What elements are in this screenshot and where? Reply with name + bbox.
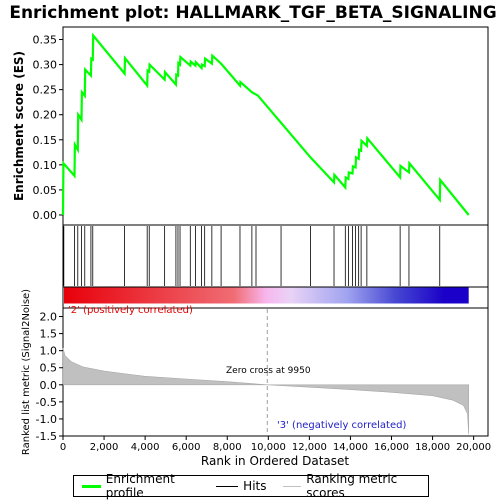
es-y-tick-label: 0.30 xyxy=(33,59,58,72)
es-y-tick-label: 0.15 xyxy=(33,134,58,147)
x-tick-label: 4,000 xyxy=(131,442,160,453)
x-tick-label: 12,000 xyxy=(292,442,327,453)
positive-correlation-label: '2' (positively correlated) xyxy=(68,305,193,316)
legend-item-hits: Hits xyxy=(216,479,267,493)
metric-y-tick-label: -1.5 xyxy=(36,430,57,443)
es-y-tick-label: 0.05 xyxy=(33,184,58,197)
legend-item-enrichment: Enrichment profile xyxy=(82,472,200,500)
enrichment-curve xyxy=(61,32,470,216)
x-axis: 0 2,000 4,000 6,000 8,000 10,000 12,000 14,000 1… xyxy=(60,436,491,453)
metric-y-tick-label: 0.5 xyxy=(40,362,58,375)
x-axis-label: Rank in Ordered Dataset xyxy=(201,454,349,468)
es-y-axis: 0.00 0.05 0.10 0.15 0.20 0.25 0.30 0.35 xyxy=(33,34,63,222)
metric-y-tick-label: 0.0 xyxy=(40,379,58,392)
ranked-gradient-bar xyxy=(64,287,469,304)
metric-y-tick-label: 1.0 xyxy=(40,345,58,358)
negative-correlation-label: '3' (negatively correlated) xyxy=(277,420,406,431)
metric-y-tick-label: 2.0 xyxy=(40,311,58,324)
es-panel-frame xyxy=(62,26,489,226)
x-tick-label: 6,000 xyxy=(172,442,201,453)
x-tick-label: 0 xyxy=(60,442,66,453)
legend-item-metric: Ranking metric scores xyxy=(282,472,421,500)
enrichment-profile-line xyxy=(61,32,470,216)
metric-y-axis: -1.5 -1.0 -0.5 0.0 0.5 1.0 1.5 2.0 xyxy=(36,311,63,443)
x-tick-label: 20,000 xyxy=(456,442,491,453)
x-tick-label: 8,000 xyxy=(213,442,242,453)
metric-y-tick-label: -1.0 xyxy=(36,413,57,426)
x-tick-label: 2,000 xyxy=(90,442,119,453)
es-y-axis-label: Enrichment score (ES) xyxy=(12,51,26,201)
metric-swatch xyxy=(282,485,302,487)
ranking-metric-fill xyxy=(62,347,469,435)
x-tick-label: 14,000 xyxy=(333,442,368,453)
legend-label-enrichment: Enrichment profile xyxy=(105,472,175,500)
es-y-tick-label: 0.00 xyxy=(33,209,58,222)
ranking-metric-area xyxy=(62,309,469,435)
x-tick-label: 16,000 xyxy=(374,442,409,453)
enrichment-swatch xyxy=(82,484,101,488)
es-y-tick-label: 0.10 xyxy=(33,159,58,172)
es-y-tick-label: 0.25 xyxy=(33,84,58,97)
zero-cross-label: Zero cross at 9950 xyxy=(226,366,311,376)
x-tick-label: 18,000 xyxy=(415,442,450,453)
chart-title: Enrichment plot: HALLMARK_TGF_BETA_SIGNA… xyxy=(9,3,496,23)
legend-label-hits: Hits xyxy=(243,479,267,493)
hit-marks xyxy=(63,226,441,286)
es-y-tick-label: 0.35 xyxy=(33,34,58,47)
legend-label-metric: Ranking metric scores xyxy=(306,472,398,500)
hits-swatch xyxy=(216,485,239,487)
metric-y-tick-label: -0.5 xyxy=(36,396,57,409)
metric-y-axis-label: Ranked list metric (Signal2Noise) xyxy=(21,289,32,455)
metric-y-tick-label: 1.5 xyxy=(40,328,58,341)
hits-panel-frame xyxy=(62,224,489,288)
legend: Enrichment profile Hits Ranking metric s… xyxy=(73,472,429,500)
metric-panel-frame xyxy=(62,307,489,437)
x-tick-label: 10,000 xyxy=(251,442,286,453)
es-y-tick-label: 0.20 xyxy=(33,109,58,122)
